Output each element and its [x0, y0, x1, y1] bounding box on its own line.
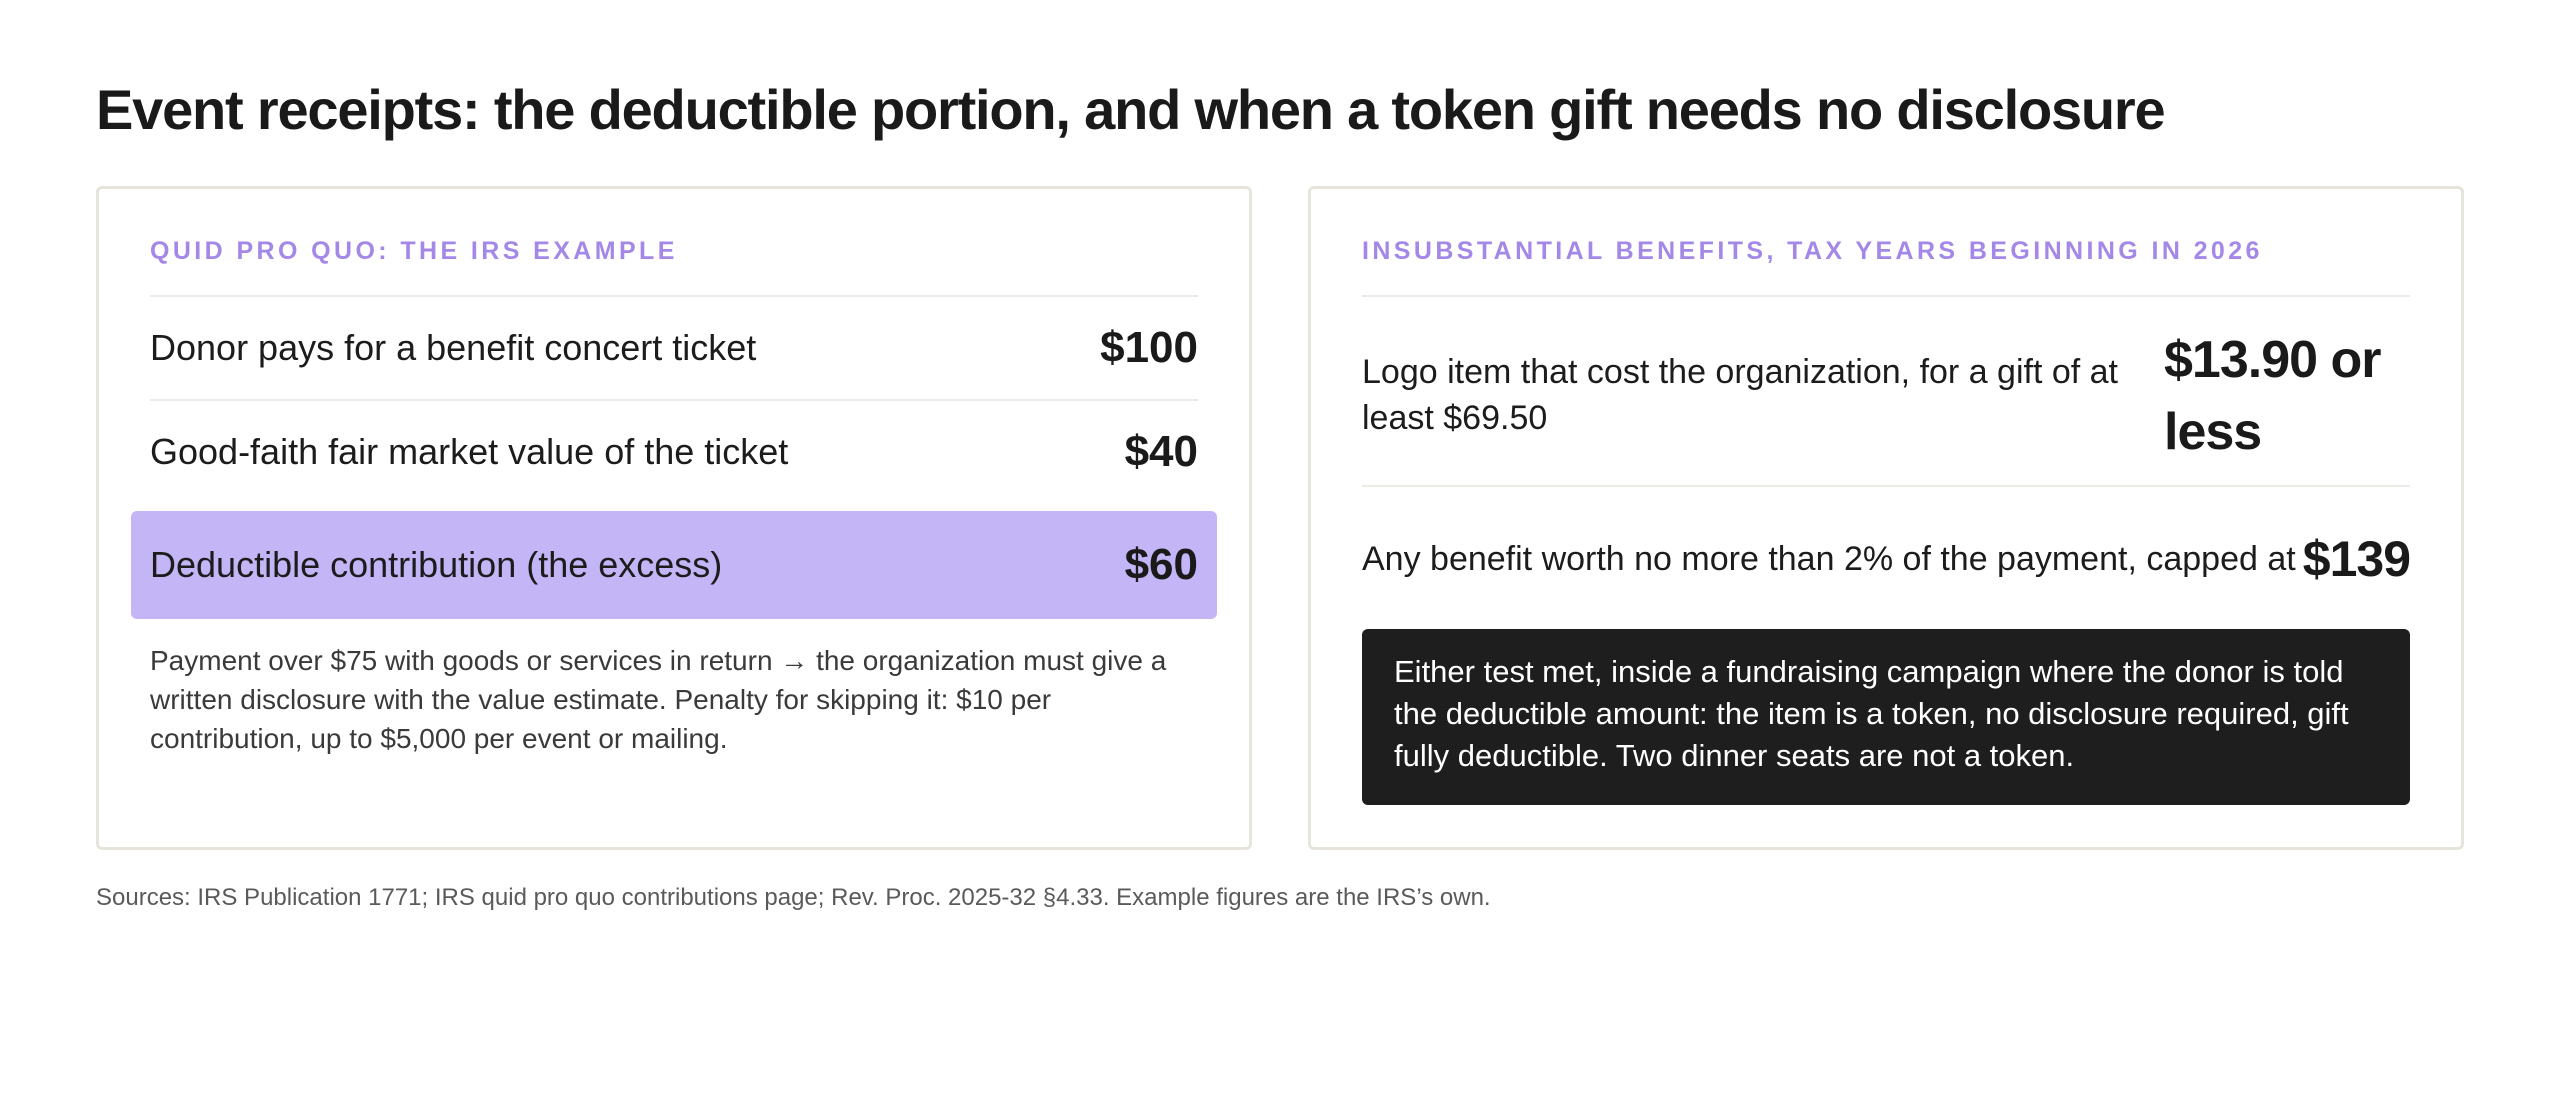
two-percent-label: Any benefit worth no more than 2% of the… — [1362, 539, 2296, 578]
divider — [1362, 295, 2410, 297]
deductible-highlight — [131, 511, 1217, 619]
insubstantial-benefits-eyebrow: INSUBSTANTIAL BENEFITS, TAX YEARS BEGINN… — [1362, 237, 2263, 265]
sources-footnote: Sources: IRS Publication 1771; IRS quid … — [96, 884, 1491, 911]
disclosure-note: Payment over $75 with goods or services … — [150, 645, 1167, 754]
two-percent-cap-value: $139 — [2302, 531, 2411, 587]
fair-market-value-value: $40 — [1124, 427, 1198, 476]
token-gift-callout: Either test met, inside a fundraising ca… — [1362, 629, 2410, 805]
ticket-price-value: $100 — [1100, 323, 1198, 372]
ticket-price-row: Donor pays for a benefit concert ticket … — [150, 297, 1198, 399]
logo-item-label: Logo item that cost the organization, fo… — [1362, 353, 2119, 437]
deductible-contribution-value: $60 — [1124, 540, 1198, 589]
deductible-contribution-label: Deductible contribution (the excess) — [150, 544, 723, 585]
quid-pro-quo-eyebrow: QUID PRO QUO: THE IRS EXAMPLE — [150, 237, 678, 265]
fair-market-value-label: Good-faith fair market value of the tick… — [150, 431, 789, 472]
divider — [150, 399, 1198, 401]
divider — [1362, 485, 2410, 487]
deductible-contribution-row: Deductible contribution (the excess) $60 — [150, 511, 1198, 619]
fair-market-value-row: Good-faith fair market value of the tick… — [150, 401, 1198, 503]
logo-item-value: $13.90 or less — [2164, 331, 2382, 461]
logo-item-row: Logo item that cost the organization, fo… — [1362, 319, 2410, 489]
insubstantial-benefits-card: INSUBSTANTIAL BENEFITS, TAX YEARS BEGINN… — [1308, 186, 2464, 850]
divider — [150, 295, 1198, 297]
ticket-price-label: Donor pays for a benefit concert ticket — [150, 327, 757, 368]
quid-pro-quo-card: QUID PRO QUO: THE IRS EXAMPLE Donor pays… — [96, 186, 1252, 850]
two-percent-row: Any benefit worth no more than 2% of the… — [1362, 507, 2411, 611]
page-title: Event receipts: the deductible portion, … — [96, 78, 2166, 141]
